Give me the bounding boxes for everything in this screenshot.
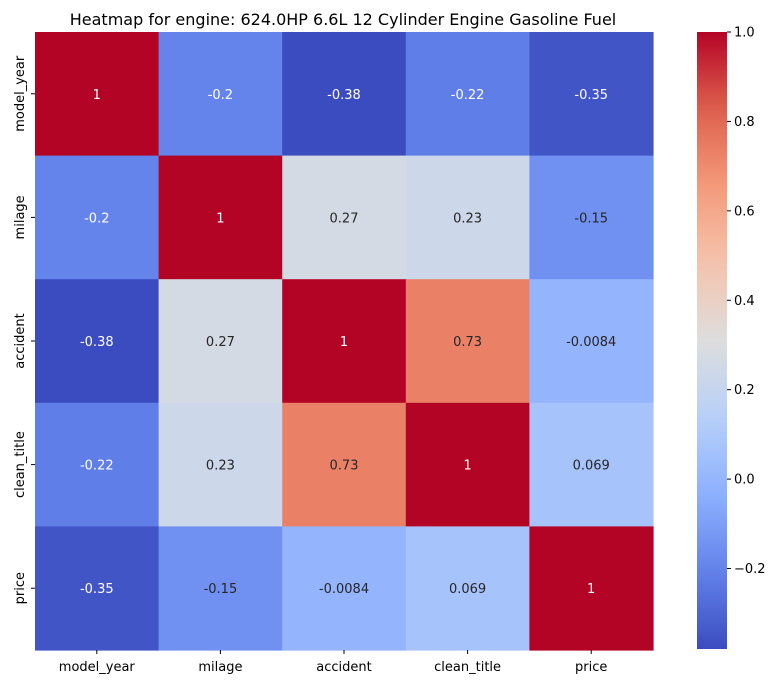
x-tick-label: clean_title <box>434 660 501 675</box>
heatmap-cell-label: 1 <box>340 335 348 350</box>
colorbar-tick-label: 0.2 <box>734 383 755 398</box>
y-tick-label: accident <box>13 313 28 368</box>
heatmap-cell-4-4 <box>529 526 654 651</box>
heatmap-cell-0-0 <box>35 32 160 157</box>
heatmap-cell-label: -0.35 <box>574 88 608 103</box>
colorbar-tick-label: 0.8 <box>734 115 755 130</box>
heatmap-cell-label: -0.0084 <box>319 582 369 597</box>
heatmap-cell-label: -0.2 <box>208 88 233 103</box>
heatmap-cell-2-0 <box>35 279 160 404</box>
heatmap-cell-label: -0.22 <box>451 88 485 103</box>
heatmap-cell-3-2 <box>282 402 407 527</box>
colorbar-gradient <box>697 32 727 649</box>
chart-title: Heatmap for engine: 624.0HP 6.6L 12 Cyli… <box>70 10 616 29</box>
heatmap-cell-label: -0.2 <box>84 211 109 226</box>
heatmap-cell-label: -0.38 <box>327 88 361 103</box>
heatmap-cell-label: -0.38 <box>80 335 114 350</box>
heatmap-cell-0-1 <box>158 32 283 157</box>
heatmap-cell-label: -0.15 <box>574 211 608 226</box>
heatmap-cell-1-3 <box>405 155 530 280</box>
heatmap-cell-label: 0.27 <box>206 335 235 350</box>
heatmap-cell-label: 1 <box>463 459 471 474</box>
heatmap-cell-1-2 <box>282 155 407 280</box>
heatmap-cell-labels: 1 -0.2 -0.38 -0.22 -0.35 -0.2 1 0.27 0.23 -0.15 -0… <box>80 88 616 597</box>
heatmap-cell-1-1 <box>158 155 283 280</box>
colorbar-tick-label: 0.6 <box>734 204 755 219</box>
heatmap-cell-3-3 <box>405 402 530 527</box>
heatmap-cell-label: 1 <box>216 211 224 226</box>
x-tick-label: model_year <box>59 660 136 675</box>
heatmap-cell-label: 0.23 <box>206 459 235 474</box>
colorbar-tick-label: 1.0 <box>734 26 755 41</box>
heatmap-cell-label: 0.73 <box>330 459 359 474</box>
heatmap-cell-label: 0.23 <box>453 211 482 226</box>
heatmap-cell-0-2 <box>282 32 407 157</box>
heatmap-cell-2-4 <box>529 279 654 404</box>
heatmap-cells <box>35 32 654 651</box>
x-tick-label: accident <box>316 660 371 675</box>
heatmap-cell-label: 0.069 <box>449 582 486 597</box>
colorbar-tick-label: −0.2 <box>734 562 766 577</box>
heatmap-cell-label: 0.069 <box>573 459 610 474</box>
heatmap-cell-label: 0.73 <box>453 335 482 350</box>
y-tick-label: model_year <box>13 55 28 132</box>
heatmap-cell-2-2 <box>282 279 407 404</box>
heatmap-cell-4-1 <box>158 526 283 651</box>
heatmap-cell-4-3 <box>405 526 530 651</box>
y-tick-label: price <box>13 572 28 604</box>
heatmap-cell-label: 1 <box>587 582 595 597</box>
heatmap-cell-label: -0.0084 <box>566 335 616 350</box>
heatmap-cell-1-4 <box>529 155 654 280</box>
colorbar: −0.2 0.0 0.2 0.4 0.6 0.8 1.0 <box>697 26 766 649</box>
heatmap-cell-2-3 <box>405 279 530 404</box>
x-axis: model_year milage accident clean_title price <box>59 650 607 675</box>
heatmap-cell-3-0 <box>35 402 160 527</box>
heatmap-cell-label: -0.35 <box>80 582 114 597</box>
x-tick-label: price <box>575 660 607 675</box>
heatmap-cell-2-1 <box>158 279 283 404</box>
heatmap-cell-1-0 <box>35 155 160 280</box>
colorbar-tick-label: 0.4 <box>734 294 755 309</box>
heatmap-cell-0-4 <box>529 32 654 157</box>
heatmap-cell-label: 0.27 <box>330 211 359 226</box>
heatmap-cell-0-3 <box>405 32 530 157</box>
heatmap-cell-3-4 <box>529 402 654 527</box>
y-tick-label: clean_title <box>13 431 28 498</box>
colorbar-tick-label: 0.0 <box>734 473 755 488</box>
heatmap-cell-label: -0.22 <box>80 459 114 474</box>
y-tick-label: milage <box>13 195 28 239</box>
heatmap-cell-4-2 <box>282 526 407 651</box>
x-tick-label: milage <box>198 660 242 675</box>
heatmap-cell-label: 1 <box>93 88 101 103</box>
heatmap-cell-3-1 <box>158 402 283 527</box>
heatmap-cell-4-0 <box>35 526 160 651</box>
heatmap-cell-label: -0.15 <box>204 582 238 597</box>
